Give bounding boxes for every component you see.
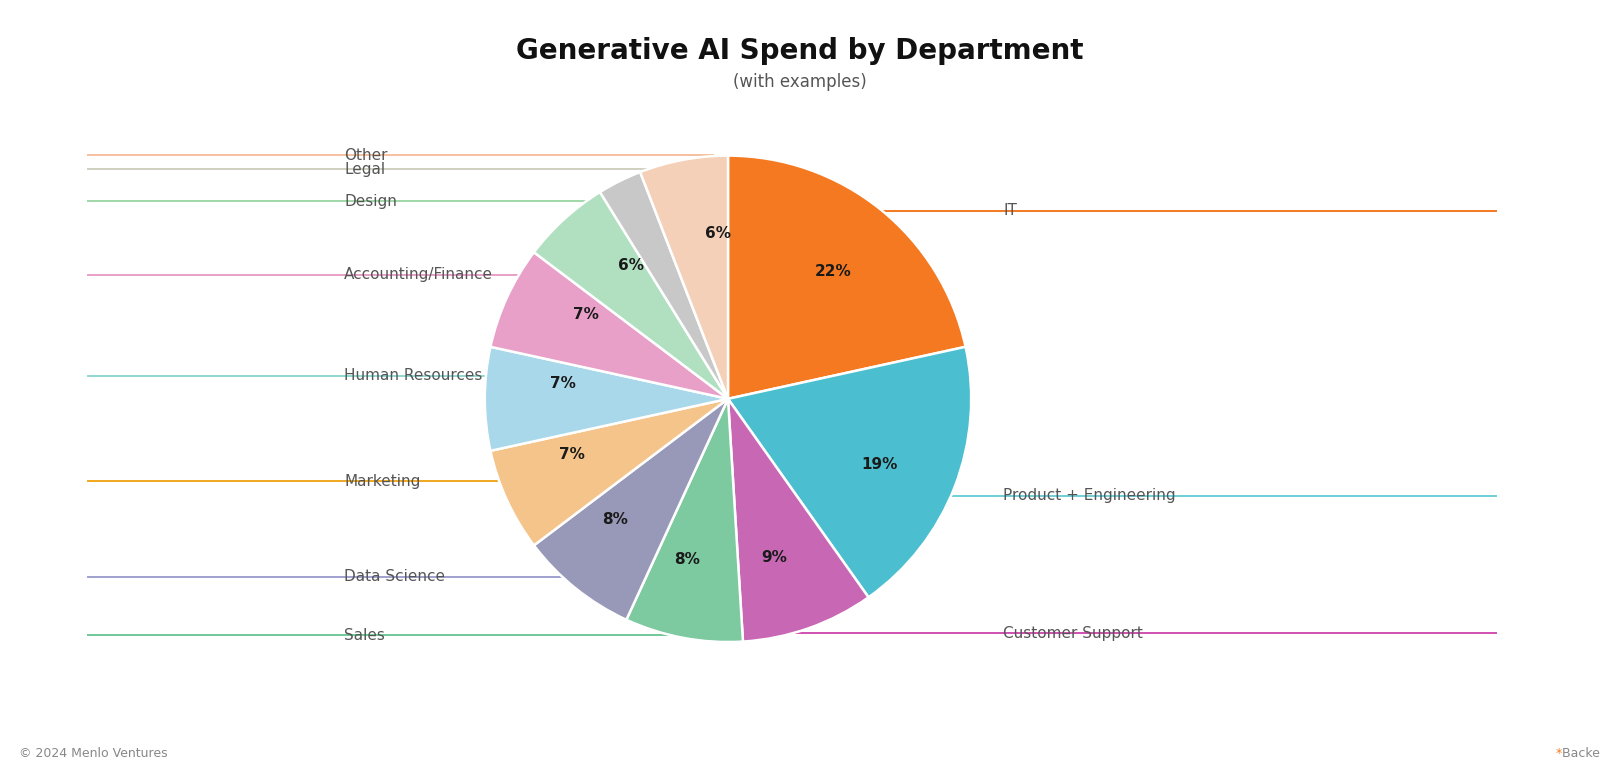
Text: 19%: 19% (861, 457, 898, 472)
Text: 9%: 9% (762, 550, 787, 565)
Wedge shape (728, 346, 971, 597)
Text: Design: Design (344, 194, 397, 209)
Text: IT: IT (1003, 203, 1018, 218)
Text: Accounting/Finance: Accounting/Finance (344, 267, 493, 282)
Text: Generative AI Spend by Department: Generative AI Spend by Department (517, 37, 1083, 65)
Wedge shape (600, 172, 728, 399)
Wedge shape (728, 399, 869, 641)
Text: Backed by Menlo Ventures: Backed by Menlo Ventures (1562, 747, 1600, 760)
Text: Data Science: Data Science (344, 569, 445, 584)
Text: Customer Support: Customer Support (1003, 626, 1142, 640)
Text: 7%: 7% (550, 376, 576, 391)
Wedge shape (485, 346, 728, 451)
Wedge shape (728, 156, 965, 399)
Text: 7%: 7% (573, 307, 598, 322)
Text: 8%: 8% (674, 551, 699, 566)
Wedge shape (491, 399, 728, 545)
Text: (with examples): (with examples) (733, 73, 867, 91)
Text: Human Resources: Human Resources (344, 368, 482, 383)
Text: 7%: 7% (560, 447, 586, 462)
Text: Legal: Legal (344, 162, 386, 177)
Text: Sales: Sales (344, 628, 386, 643)
Text: 22%: 22% (814, 264, 851, 279)
Wedge shape (491, 253, 728, 399)
Wedge shape (640, 156, 728, 399)
Text: 6%: 6% (618, 257, 643, 273)
Wedge shape (626, 399, 742, 642)
Text: *: * (1555, 747, 1562, 760)
Wedge shape (534, 399, 728, 620)
Wedge shape (534, 192, 728, 399)
Text: Marketing: Marketing (344, 474, 421, 489)
Text: 8%: 8% (602, 512, 627, 527)
Text: Other: Other (344, 148, 387, 163)
Text: © 2024 Menlo Ventures: © 2024 Menlo Ventures (19, 747, 168, 760)
Text: 6%: 6% (704, 226, 731, 242)
Text: Product + Engineering: Product + Engineering (1003, 488, 1176, 504)
